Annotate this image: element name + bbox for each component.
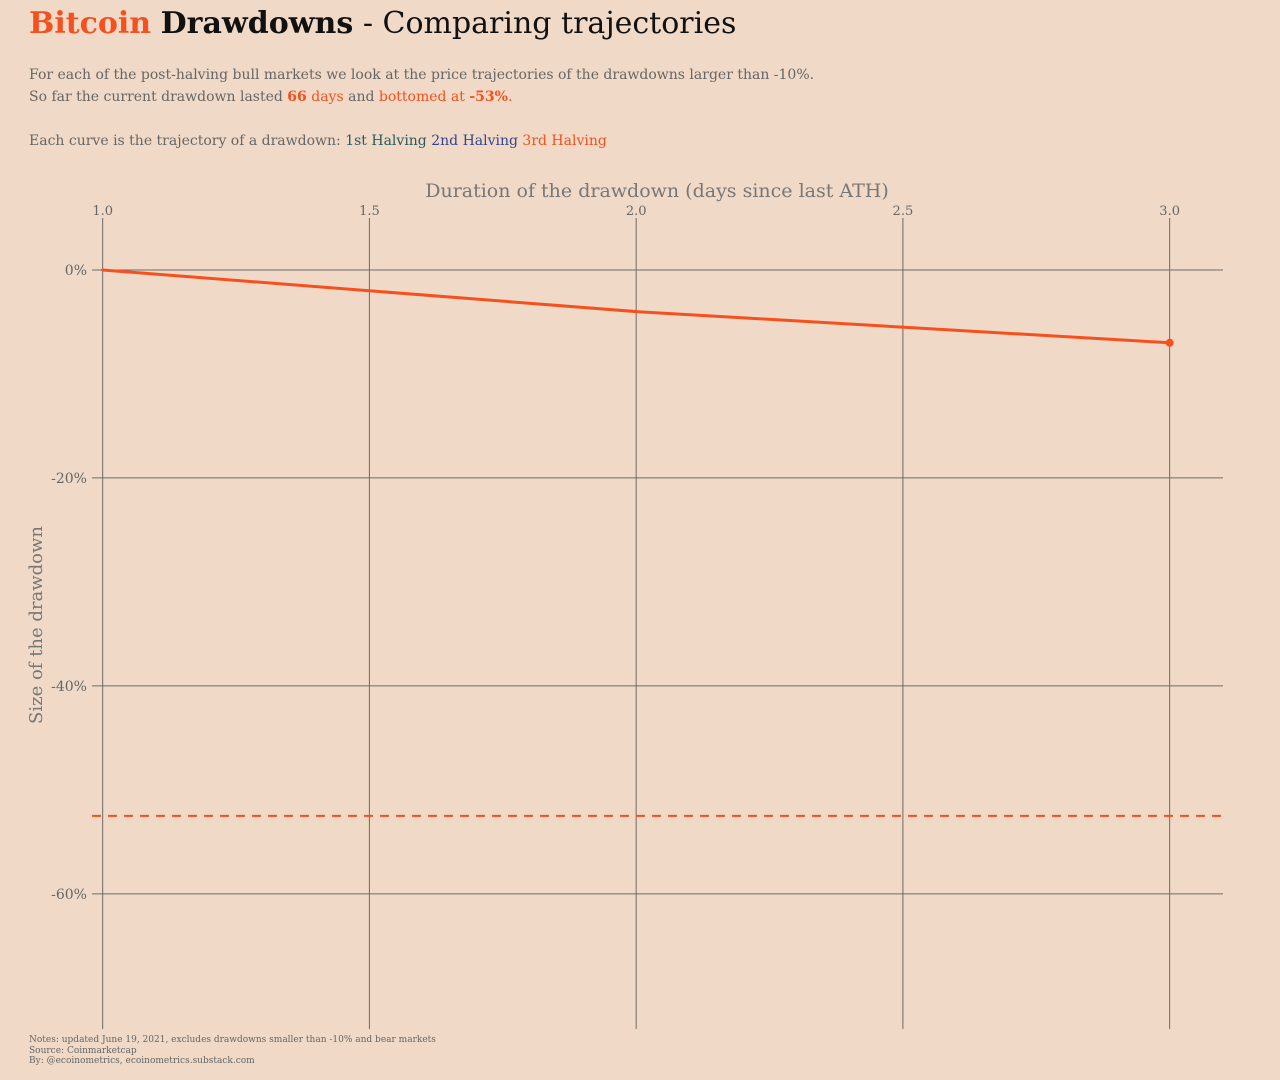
series-endpoint [1165,338,1174,347]
bottom-value: -53% [469,89,508,105]
x-tick-label: 1.0 [92,204,113,219]
legend-item-2nd-halving: 2nd Halving [431,133,518,149]
title-comparing: - Comparing trajectories [362,6,737,41]
y-tick-label: -20% [51,471,87,487]
y-tick-label: 0% [65,263,87,279]
grid [92,218,1223,1029]
period: . [507,89,513,105]
legend-item-3rd-halving: 3rd Halving [522,133,607,149]
x-tick-label: 2.0 [626,204,647,219]
days-value: 66 [287,89,307,105]
x-tick-label: 1.5 [359,204,380,219]
subtitle-prefix: So far the current drawdown lasted [29,89,288,105]
tick-labels: 1.0 1.5 2.0 2.5 3.0 0% -20% -40% -60% [51,204,1180,903]
series-marks [92,268,1223,817]
notes-source: Source: Coinmarketcap [29,1045,137,1056]
x-axis-label: Duration of the drawdown (days since las… [425,180,889,202]
title-drawdowns: Drawdowns [160,6,354,41]
days-label: days [306,89,344,105]
subtitle-line-2: So far the current drawdown lasted 66 da… [29,89,512,105]
y-tick-label: -60% [51,887,87,903]
notes-by: By: @ecoinometrics, ecoinometrics.substa… [29,1056,255,1066]
x-tick-label: 2.5 [893,204,914,219]
chart-title: Bitcoin Drawdowns - Comparing trajectori… [29,6,736,41]
notes-line-1: Notes: updated June 19, 2021, excludes d… [29,1035,436,1045]
legend-item-1st-halving: 1st Halving [345,133,427,149]
title-bitcoin: Bitcoin [29,6,152,41]
legend-prefix: Each curve is the trajectory of a drawdo… [29,133,346,149]
y-axis-label: Size of the drawdown [26,526,47,724]
bottomed-label: bottomed at [378,89,470,105]
y-tick-label: -40% [51,679,87,695]
and-text: and [343,89,379,105]
subtitle-line-1: For each of the post-halving bull market… [29,67,815,83]
legend-line: Each curve is the trajectory of a drawdo… [29,133,607,149]
notes: Notes: updated June 19, 2021, excludes d… [29,1035,436,1067]
series-line-3rd-halving [101,268,1172,345]
x-tick-label: 3.0 [1159,204,1180,219]
